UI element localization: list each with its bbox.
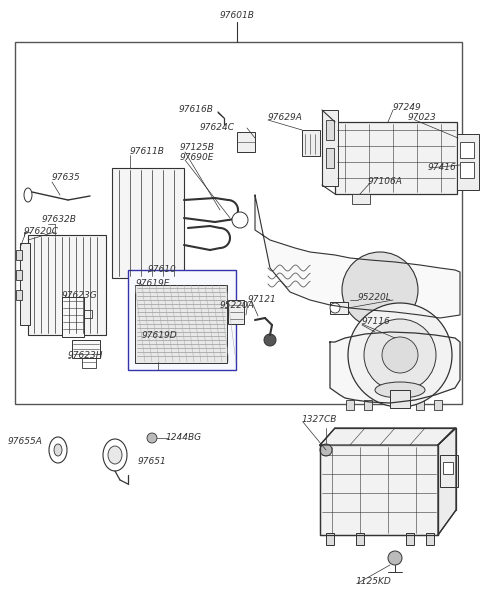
Bar [16, 250, 22, 260]
Circle shape [264, 334, 276, 346]
Text: 97620C: 97620C [24, 228, 59, 236]
Bar [20, 243, 30, 325]
Text: 1125KD: 1125KD [356, 578, 392, 586]
Text: 1244BG: 1244BG [166, 432, 202, 441]
Text: 97125B: 97125B [180, 144, 215, 152]
Bar [326, 148, 334, 168]
Text: 97116: 97116 [362, 317, 391, 327]
Ellipse shape [24, 188, 32, 202]
Bar [335, 122, 457, 194]
Bar [330, 302, 348, 314]
Ellipse shape [108, 446, 122, 464]
Text: 97023: 97023 [408, 114, 437, 123]
Circle shape [388, 551, 402, 565]
Bar [228, 300, 244, 324]
Bar [460, 142, 474, 158]
Text: 97623G: 97623G [62, 292, 98, 300]
Bar [440, 455, 458, 487]
Bar [326, 533, 334, 545]
Text: 97635: 97635 [52, 174, 81, 182]
Circle shape [330, 303, 340, 313]
Bar [443, 462, 453, 474]
Text: 97655A: 97655A [7, 438, 42, 446]
Text: 97610: 97610 [148, 265, 177, 274]
Bar [16, 290, 22, 300]
Bar [364, 400, 372, 410]
Bar [15, 42, 462, 404]
Bar [352, 194, 370, 204]
Circle shape [342, 252, 418, 328]
Text: 97619E: 97619E [136, 279, 170, 287]
Text: 97619D: 97619D [142, 332, 178, 341]
Bar [460, 162, 474, 178]
Bar [16, 270, 22, 280]
Bar [457, 134, 479, 190]
Bar [82, 358, 96, 368]
Bar [326, 120, 334, 140]
Polygon shape [255, 195, 460, 318]
Bar [346, 400, 354, 410]
Text: 97416: 97416 [428, 163, 457, 173]
Bar [302, 130, 320, 156]
Text: 97616B: 97616B [178, 106, 213, 114]
Circle shape [382, 337, 418, 373]
Polygon shape [320, 428, 455, 445]
Circle shape [320, 444, 332, 456]
Text: 97624C: 97624C [200, 123, 235, 133]
Polygon shape [330, 332, 460, 403]
Circle shape [364, 319, 436, 391]
Circle shape [147, 433, 157, 443]
Text: 1327CB: 1327CB [302, 416, 337, 424]
Bar [237, 132, 255, 152]
Text: 97629A: 97629A [268, 114, 303, 123]
Text: 97106A: 97106A [368, 177, 403, 187]
Bar [322, 110, 338, 186]
Bar [135, 285, 227, 363]
Bar [356, 533, 364, 545]
Ellipse shape [375, 382, 425, 398]
Circle shape [232, 212, 248, 228]
Ellipse shape [103, 439, 127, 471]
Bar [84, 310, 92, 318]
Bar [434, 400, 442, 410]
Bar [112, 168, 184, 278]
Ellipse shape [370, 338, 430, 386]
Text: 95220A: 95220A [220, 301, 255, 311]
Bar [128, 270, 236, 370]
Ellipse shape [54, 444, 62, 456]
Bar [416, 400, 424, 410]
Bar [62, 297, 84, 337]
Bar [320, 445, 438, 535]
Bar [406, 533, 414, 545]
Bar [390, 390, 410, 408]
Text: 97632B: 97632B [42, 216, 77, 225]
Text: 97121: 97121 [248, 295, 277, 305]
Text: 97611B: 97611B [130, 147, 165, 157]
Bar [28, 235, 106, 335]
Bar [72, 340, 100, 358]
Text: 97651: 97651 [138, 457, 167, 467]
Polygon shape [438, 428, 456, 535]
Text: 97690E: 97690E [180, 154, 215, 163]
Ellipse shape [355, 327, 445, 397]
Circle shape [348, 303, 452, 407]
Text: 97601B: 97601B [219, 10, 254, 20]
Bar [426, 533, 434, 545]
Text: 97623H: 97623H [68, 351, 104, 360]
Text: 97249: 97249 [393, 104, 422, 112]
Ellipse shape [49, 437, 67, 463]
Text: 95220L: 95220L [358, 293, 392, 303]
